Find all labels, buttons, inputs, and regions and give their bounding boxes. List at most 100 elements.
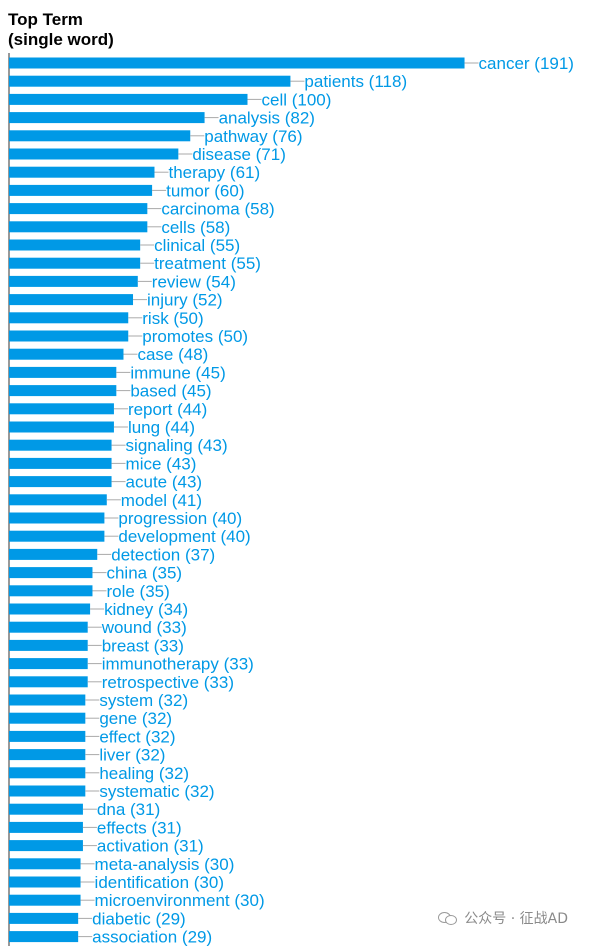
bar-clinical (9, 239, 141, 251)
bar-acute (9, 476, 112, 488)
bar-based (9, 385, 117, 397)
data-label: case (48) (137, 345, 208, 364)
data-label: disease (71) (192, 145, 286, 164)
data-label: injury (52) (147, 291, 223, 310)
data-label: gene (32) (99, 709, 172, 728)
data-label: acute (43) (126, 473, 203, 492)
data-label: china (35) (106, 564, 182, 583)
data-label: detection (37) (111, 545, 215, 564)
bar-review (9, 275, 138, 287)
data-label: therapy (61) (168, 163, 260, 182)
data-label: activation (31) (97, 837, 204, 856)
bar-association (9, 931, 79, 943)
data-label: mice (43) (126, 454, 197, 473)
bar-identification (9, 876, 81, 888)
data-label: tumor (60) (166, 181, 244, 200)
bar-model (9, 494, 107, 506)
bar-meta-analysis (9, 858, 81, 870)
bar-signaling (9, 439, 112, 451)
data-label: promotes (50) (142, 327, 248, 346)
bar-system (9, 694, 86, 706)
data-label: breast (33) (102, 636, 184, 655)
bar-case (9, 348, 124, 360)
bar-detection (9, 548, 98, 560)
data-label: immunotherapy (33) (102, 655, 254, 674)
bar-kidney (9, 603, 91, 615)
bar-role (9, 585, 93, 597)
data-label: lung (44) (128, 418, 195, 437)
bar-progression (9, 512, 105, 524)
bar-risk (9, 312, 129, 324)
bar-liver (9, 749, 86, 761)
data-label: cell (100) (262, 90, 332, 109)
data-label: system (32) (99, 691, 188, 710)
data-label: carcinoma (58) (161, 200, 274, 219)
data-label: association (29) (92, 928, 212, 946)
data-label: role (35) (106, 582, 169, 601)
data-label: immune (45) (130, 363, 225, 382)
data-label: signaling (43) (126, 436, 228, 455)
bar-immunotherapy (9, 658, 88, 670)
bar-systematic (9, 785, 86, 797)
data-label: diabetic (29) (92, 909, 186, 928)
data-label: clinical (55) (154, 236, 240, 255)
bar-cell (9, 93, 248, 105)
data-label: report (44) (128, 400, 207, 419)
wechat-icon (438, 911, 458, 925)
data-label: model (41) (121, 491, 202, 510)
bar-lung (9, 421, 114, 433)
bar-mice (9, 457, 112, 469)
bar-china (9, 567, 93, 579)
bar-carcinoma (9, 203, 148, 215)
bar-cells (9, 221, 148, 233)
bar-retrospective (9, 676, 88, 688)
watermark: 公众号 · 征战AD (434, 906, 572, 930)
data-label: retrospective (33) (102, 673, 234, 692)
data-label: meta-analysis (30) (95, 855, 235, 874)
bar-wound (9, 621, 88, 633)
data-label: cancer (191) (479, 54, 574, 73)
bar-breast (9, 639, 88, 651)
data-label: identification (30) (95, 873, 224, 892)
bar-promotes (9, 330, 129, 342)
bar-immune (9, 366, 117, 378)
data-label: liver (32) (99, 746, 165, 765)
data-label: development (40) (118, 527, 250, 546)
bar-gene (9, 712, 86, 724)
bar-diabetic (9, 912, 79, 924)
data-label: effects (31) (97, 818, 182, 837)
bar-disease (9, 148, 179, 160)
data-label: healing (32) (99, 764, 189, 783)
bar-injury (9, 294, 134, 306)
data-label: risk (50) (142, 309, 203, 328)
bar-dna (9, 803, 83, 815)
data-label: based (45) (130, 382, 211, 401)
data-label: effect (32) (99, 727, 175, 746)
data-label: pathway (76) (204, 127, 302, 146)
bar-effects (9, 821, 83, 833)
data-label: kidney (34) (104, 600, 188, 619)
bar-activation (9, 840, 83, 852)
bar-treatment (9, 257, 141, 269)
bar-patients (9, 75, 291, 87)
data-label: cells (58) (161, 218, 230, 237)
data-label: patients (118) (304, 72, 407, 91)
bar-tumor (9, 184, 153, 196)
bar-development (9, 530, 105, 542)
bar-microenvironment (9, 894, 81, 906)
chart-title: Top Term (single word) (8, 10, 114, 49)
data-label: dna (31) (97, 800, 160, 819)
data-label: review (54) (152, 272, 236, 291)
data-label: microenvironment (30) (95, 891, 265, 910)
bar-pathway (9, 130, 191, 142)
bar-therapy (9, 166, 155, 178)
bar-effect (9, 730, 86, 742)
bar-cancer (9, 57, 465, 69)
data-label: analysis (82) (219, 109, 315, 128)
bar-report (9, 403, 114, 415)
bar-analysis (9, 112, 205, 124)
watermark-text: 公众号 · 征战AD (464, 911, 568, 927)
bar-healing (9, 767, 86, 779)
data-label: wound (33) (101, 618, 187, 637)
